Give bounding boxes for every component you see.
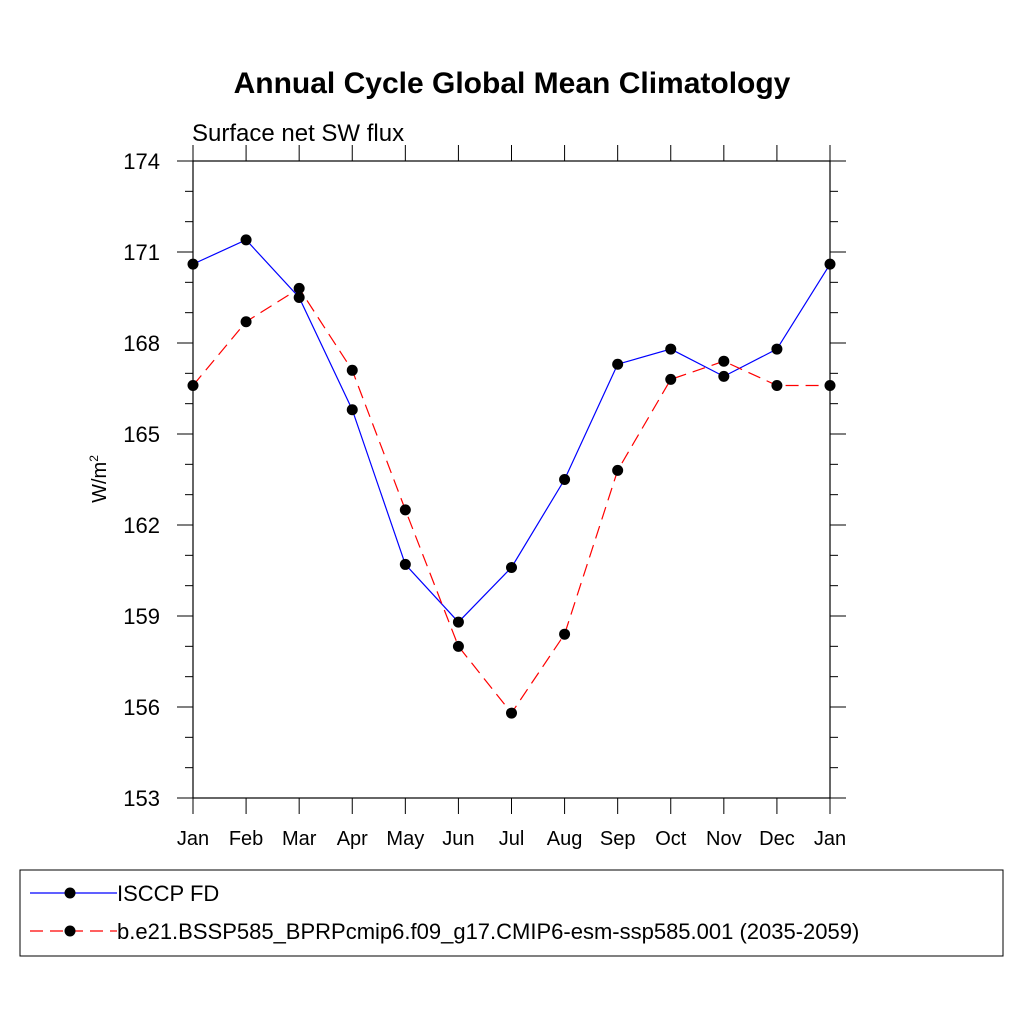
series-2-point <box>612 464 624 476</box>
y-tick-label: 171 <box>123 240 160 265</box>
series-layer <box>187 234 836 719</box>
x-tick-label: Jul <box>499 828 525 850</box>
series-2-point <box>240 316 252 328</box>
series-2-point <box>506 707 517 719</box>
series-2-point <box>346 364 358 376</box>
y-tick-label: 162 <box>123 513 160 538</box>
x-tick-label: Apr <box>337 828 368 850</box>
x-tick-label: Feb <box>229 828 263 850</box>
series-1-point <box>293 292 305 303</box>
x-tick-label: Oct <box>655 828 687 850</box>
series-1-point <box>399 558 411 570</box>
series-2-point <box>187 379 199 391</box>
series-1-point <box>452 616 464 628</box>
legend-box <box>19 869 1004 957</box>
series-1-point <box>665 343 677 355</box>
x-tick-label: Dec <box>759 828 795 850</box>
series-2-point <box>771 379 783 391</box>
y-axis-ticks: 153 156 159 162 165 168 171 174 <box>123 149 846 811</box>
x-tick-label: Sep <box>600 828 636 850</box>
series-1-point <box>506 561 517 573</box>
legend-label-2: b.e21.BSSP585_BPRPcmip6.f09_g17.CMIP6-es… <box>117 919 859 944</box>
svg-text:W/m2: W/m2 <box>87 455 111 503</box>
y-axis-label-base: W/m <box>89 462 111 503</box>
series-1-point <box>612 358 624 370</box>
y-axis-label: W/m2 <box>87 455 111 503</box>
series-2-point <box>559 628 571 640</box>
x-tick-label: Jan <box>177 828 209 850</box>
legend-label-1: ISCCP FD <box>117 881 219 906</box>
x-tick-label: Jan <box>814 828 846 850</box>
x-axis-ticks: Jan Feb Mar Apr May Jun Jul Aug Sep Oct Nov Dec Jan <box>177 145 846 850</box>
legend-marker-1 <box>64 887 76 899</box>
chart-title: Annual Cycle Global Mean Climatology <box>234 67 791 100</box>
y-tick-label: 159 <box>123 604 160 629</box>
y-axis-label-sup: 2 <box>87 455 101 462</box>
series-1-point <box>718 370 730 382</box>
y-tick-label: 174 <box>123 149 160 174</box>
series-1-point <box>240 234 252 246</box>
series-2-point <box>452 640 464 652</box>
x-tick-label: Mar <box>282 828 317 850</box>
chart-subtitle: Surface net SW flux <box>192 120 404 147</box>
y-tick-label: 153 <box>123 786 160 811</box>
y-tick-label: 168 <box>123 331 160 356</box>
x-tick-label: Jun <box>442 828 474 850</box>
series-line-2 <box>192 287 830 715</box>
series-2-point <box>718 355 730 367</box>
series-1-point <box>559 474 571 485</box>
series-1-point <box>771 343 783 355</box>
y-tick-label: 156 <box>123 695 160 720</box>
series-2-point <box>824 379 836 391</box>
legend: ISCCP FD b.e21.BSSP585_BPRPcmip6.f09_g17.… <box>30 881 859 944</box>
x-tick-label: Nov <box>706 828 742 850</box>
series-2-point <box>293 282 305 294</box>
series-1-point <box>824 258 836 270</box>
series-2-point <box>399 504 411 516</box>
legend-marker-2 <box>64 925 76 937</box>
y-tick-label: 165 <box>123 422 160 447</box>
series-1-point <box>187 258 199 270</box>
series-2-point <box>665 373 677 385</box>
x-tick-label: Aug <box>547 828 583 850</box>
series-1-point <box>346 404 358 416</box>
plot-frame <box>192 160 831 799</box>
x-tick-label: May <box>386 828 424 850</box>
